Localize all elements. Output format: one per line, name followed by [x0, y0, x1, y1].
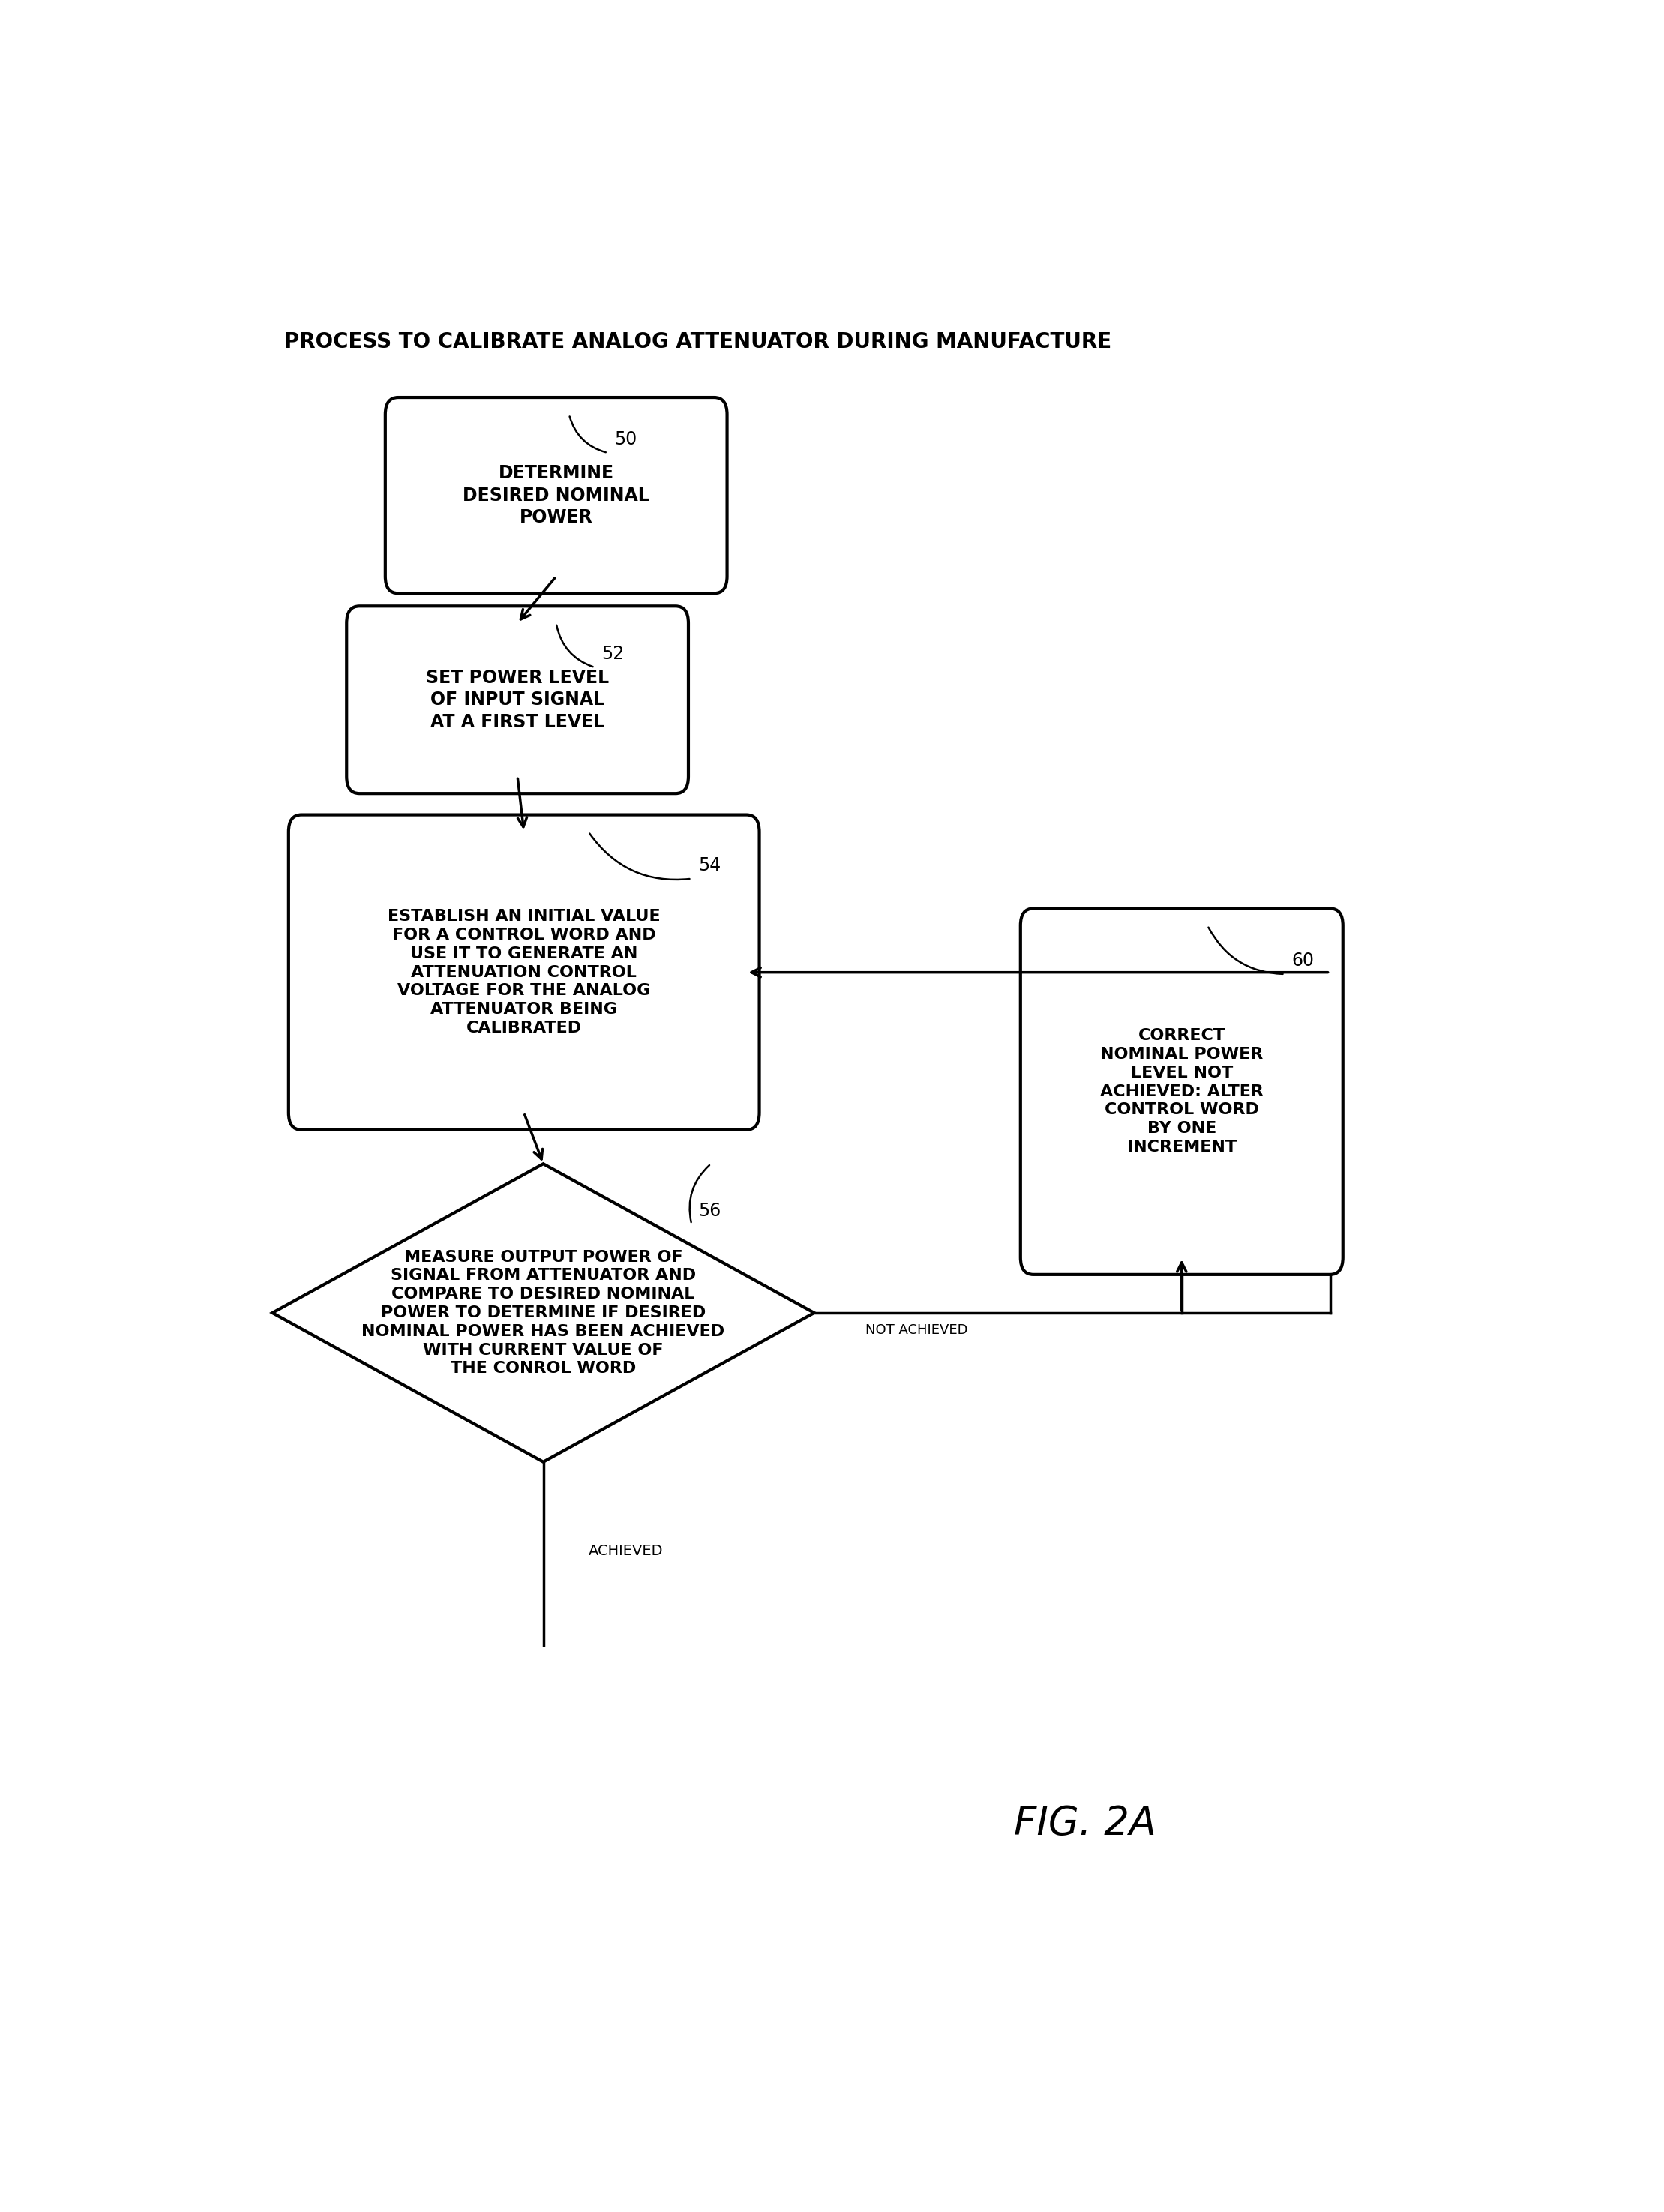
- Text: SET POWER LEVEL
OF INPUT SIGNAL
AT A FIRST LEVEL: SET POWER LEVEL OF INPUT SIGNAL AT A FIR…: [426, 668, 609, 730]
- FancyBboxPatch shape: [288, 814, 759, 1130]
- FancyBboxPatch shape: [1020, 909, 1343, 1274]
- Polygon shape: [273, 1164, 814, 1462]
- Text: 56: 56: [699, 1201, 721, 1219]
- Text: ACHIEVED: ACHIEVED: [589, 1544, 662, 1559]
- Text: 50: 50: [614, 429, 637, 449]
- FancyBboxPatch shape: [386, 398, 727, 593]
- Text: 60: 60: [1291, 951, 1315, 969]
- Text: 52: 52: [601, 644, 624, 664]
- Text: ESTABLISH AN INITIAL VALUE
FOR A CONTROL WORD AND
USE IT TO GENERATE AN
ATTENUAT: ESTABLISH AN INITIAL VALUE FOR A CONTROL…: [388, 909, 661, 1035]
- Text: 54: 54: [699, 856, 721, 874]
- Text: CORRECT
NOMINAL POWER
LEVEL NOT
ACHIEVED: ALTER
CONTROL WORD
BY ONE
INCREMENT: CORRECT NOMINAL POWER LEVEL NOT ACHIEVED…: [1100, 1029, 1263, 1155]
- Text: PROCESS TO CALIBRATE ANALOG ATTENUATOR DURING MANUFACTURE: PROCESS TO CALIBRATE ANALOG ATTENUATOR D…: [285, 332, 1112, 352]
- Text: DETERMINE
DESIRED NOMINAL
POWER: DETERMINE DESIRED NOMINAL POWER: [463, 465, 649, 526]
- Text: FIG. 2A: FIG. 2A: [1013, 1805, 1156, 1843]
- FancyBboxPatch shape: [346, 606, 689, 794]
- Text: NOT ACHIEVED: NOT ACHIEVED: [865, 1323, 968, 1336]
- Text: MEASURE OUTPUT POWER OF
SIGNAL FROM ATTENUATOR AND
COMPARE TO DESIRED NOMINAL
PO: MEASURE OUTPUT POWER OF SIGNAL FROM ATTE…: [361, 1250, 726, 1376]
